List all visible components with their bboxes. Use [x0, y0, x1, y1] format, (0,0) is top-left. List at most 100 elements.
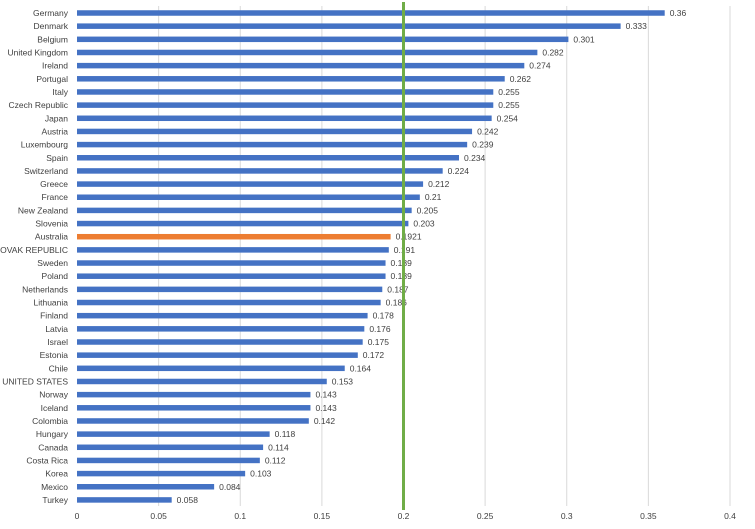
category-label: Israel: [47, 337, 68, 347]
bar: [77, 23, 621, 29]
bar: [77, 378, 327, 385]
bar: [77, 194, 420, 200]
category-label: Costa Rica: [26, 455, 68, 465]
category-label: Iceland: [41, 403, 69, 413]
bar: [77, 286, 383, 293]
data-label: 0.254: [497, 113, 519, 123]
category-label: Colombia: [32, 416, 68, 426]
category-label: Lithuania: [33, 298, 68, 308]
bar: [77, 497, 172, 503]
category-label: Austria: [42, 126, 69, 136]
bar: [77, 352, 358, 358]
category-label: Netherlands: [22, 284, 68, 294]
category-label: UNITED STATES: [2, 376, 68, 386]
x-axis-tick-labels: 0 0.05 0.1 0.15 0.2 0.25 0.3 0.35 0.4: [75, 511, 737, 521]
bar: [77, 233, 391, 240]
category-label: Finland: [40, 311, 68, 321]
bar: [77, 36, 569, 43]
bar: [77, 207, 412, 214]
data-label: 0.234: [464, 153, 486, 163]
data-label: 0.212: [428, 179, 450, 189]
data-label: 0.084: [219, 482, 241, 492]
x-tick-label: 0.3: [561, 511, 573, 521]
category-label: Poland: [42, 271, 69, 281]
bar: [77, 391, 311, 398]
bar: [77, 312, 368, 319]
x-tick-label: 0.25: [477, 511, 494, 521]
x-tick-label: 0.35: [640, 511, 657, 521]
category-label: Czech Republic: [8, 100, 68, 110]
data-label: 0.255: [498, 87, 520, 97]
bar: [77, 168, 443, 174]
data-label: 0.224: [448, 166, 470, 176]
data-label: 0.255: [498, 100, 520, 110]
bar: [77, 49, 538, 56]
bar: [77, 339, 363, 345]
data-label: 0.186: [386, 298, 408, 308]
bar: [77, 128, 473, 135]
bars: [77, 10, 665, 503]
bar: [77, 273, 386, 279]
category-label: Hungary: [36, 429, 69, 439]
bar: [77, 155, 460, 161]
data-label: 0.058: [177, 495, 199, 505]
bar: [77, 102, 494, 108]
x-tick-label: 0.15: [314, 511, 331, 521]
category-label: Spain: [46, 153, 68, 163]
category-label: New Zealand: [18, 205, 68, 215]
category-label: Sweden: [37, 258, 68, 268]
bar: [77, 76, 505, 82]
data-label: 0.164: [350, 363, 372, 373]
bar: [77, 260, 386, 266]
data-label: 0.21: [425, 192, 442, 202]
category-label: France: [42, 192, 69, 202]
bar: [77, 220, 409, 227]
x-tick-label: 0.1: [234, 511, 246, 521]
value-labels: 0.36 0.333 0.301 0.282 0.274 0.262 0.255 0.255 0…: [177, 8, 687, 505]
bar: [77, 62, 525, 69]
category-label: Luxembourg: [21, 140, 69, 150]
category-label: Korea: [45, 469, 68, 479]
bar: [77, 457, 260, 464]
data-label: 0.189: [391, 258, 413, 268]
data-label: 0.172: [363, 350, 385, 360]
bar: [77, 326, 365, 332]
category-label: Germany: [33, 8, 69, 18]
category-label: Portugal: [36, 74, 68, 84]
category-label: United Kingdom: [8, 47, 68, 57]
category-label: Estonia: [40, 350, 69, 360]
data-label: 0.118: [275, 429, 296, 439]
bar: [77, 470, 246, 477]
data-label: 0.205: [417, 205, 439, 215]
bar: [77, 405, 311, 411]
data-label: 0.333: [626, 21, 648, 31]
bar: [77, 247, 389, 253]
data-label: 0.176: [369, 324, 391, 334]
data-label: 0.114: [268, 442, 289, 452]
data-label: 0.143: [315, 390, 337, 400]
data-label: 0.142: [314, 416, 336, 426]
category-label: Latvia: [45, 324, 68, 334]
data-label: 0.187: [387, 284, 409, 294]
bar: [77, 299, 381, 306]
x-tick-label: 0.05: [150, 511, 167, 521]
data-label: 0.143: [315, 403, 337, 413]
data-label: 0.189: [391, 271, 413, 281]
data-label: 0.239: [472, 140, 494, 150]
category-label: Norway: [39, 390, 69, 400]
data-label: 0.103: [250, 469, 272, 479]
category-label: Chile: [49, 363, 69, 373]
category-label: Japan: [45, 113, 68, 123]
category-label: Greece: [40, 179, 68, 189]
data-label: 0.153: [332, 376, 354, 386]
data-label: 0.301: [573, 34, 595, 44]
category-label: Italy: [52, 87, 68, 97]
category-labels: Germany Denmark Belgium United Kingdom Irela…: [0, 8, 69, 505]
bar: [77, 484, 215, 490]
data-label: 0.242: [477, 126, 499, 136]
x-tick-label: 0.2: [398, 511, 410, 521]
data-label: 0.112: [265, 455, 286, 465]
bar: [77, 418, 309, 424]
data-label: 0.36: [670, 8, 687, 18]
